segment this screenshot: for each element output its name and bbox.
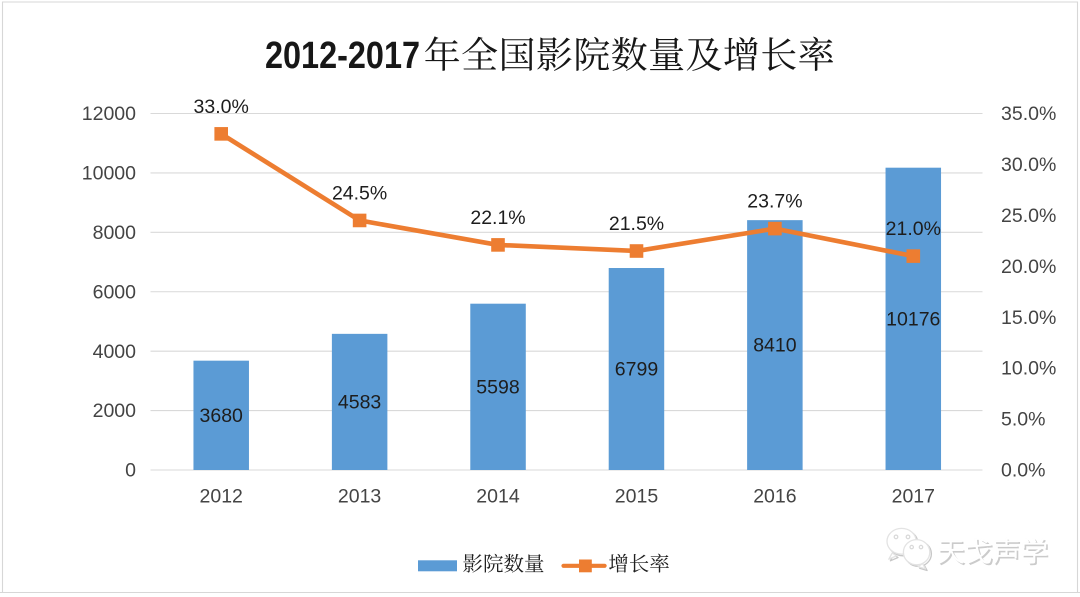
svg-text:4000: 4000 xyxy=(93,341,137,363)
svg-text:2014: 2014 xyxy=(476,486,520,508)
svg-text:20.0%: 20.0% xyxy=(1001,256,1056,278)
svg-text:0.0%: 0.0% xyxy=(1001,460,1045,482)
svg-text:21.0%: 21.0% xyxy=(886,218,941,240)
svg-text:8000: 8000 xyxy=(93,222,137,244)
svg-text:2015: 2015 xyxy=(615,486,659,508)
svg-text:22.1%: 22.1% xyxy=(470,207,525,229)
svg-text:12000: 12000 xyxy=(82,103,136,125)
svg-text:30.0%: 30.0% xyxy=(1001,154,1056,176)
svg-text:5598: 5598 xyxy=(476,376,519,398)
svg-text:4583: 4583 xyxy=(338,392,381,414)
svg-text:8410: 8410 xyxy=(753,335,797,357)
svg-text:10176: 10176 xyxy=(886,308,940,330)
svg-text:2017: 2017 xyxy=(892,486,935,508)
svg-text:33.0%: 33.0% xyxy=(194,96,249,118)
svg-text:2012-2017: 2012-2017 xyxy=(265,35,420,77)
svg-text:3680: 3680 xyxy=(200,405,244,427)
svg-text:0: 0 xyxy=(125,460,136,482)
svg-text:25.0%: 25.0% xyxy=(1001,205,1056,227)
svg-text:23.7%: 23.7% xyxy=(747,191,802,213)
svg-text:10000: 10000 xyxy=(82,163,136,185)
svg-text:2016: 2016 xyxy=(753,486,796,508)
svg-text:5.0%: 5.0% xyxy=(1001,409,1045,431)
svg-text:21.5%: 21.5% xyxy=(609,213,664,235)
svg-text:2012: 2012 xyxy=(200,486,243,508)
svg-text:24.5%: 24.5% xyxy=(332,182,387,204)
svg-text:2000: 2000 xyxy=(93,400,137,422)
svg-text:2013: 2013 xyxy=(338,486,381,508)
svg-text:6000: 6000 xyxy=(93,281,137,303)
svg-text:10.0%: 10.0% xyxy=(1001,358,1056,380)
svg-text:6799: 6799 xyxy=(615,359,658,381)
svg-text:15.0%: 15.0% xyxy=(1001,307,1056,329)
svg-text:35.0%: 35.0% xyxy=(1001,103,1056,125)
